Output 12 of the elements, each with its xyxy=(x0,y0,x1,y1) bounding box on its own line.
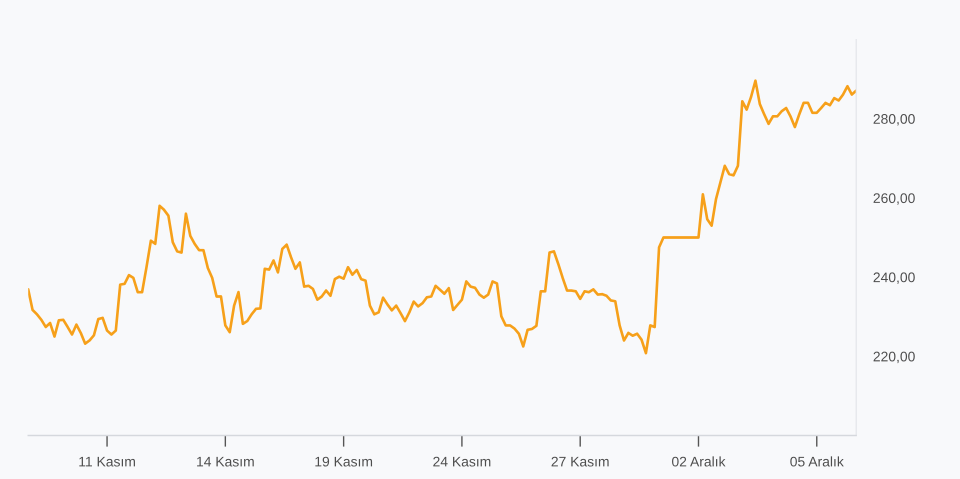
x-tick-label: 02 Aralık xyxy=(672,456,726,467)
y-tick-label: 280,00 xyxy=(874,114,915,126)
x-tick-label: 05 Aralık xyxy=(790,456,844,467)
x-tick-label: 11 Kasım xyxy=(79,456,135,467)
x-tick-label: 19 Kasım xyxy=(315,456,372,467)
x-tick-label: 27 Kasım xyxy=(552,456,609,467)
y-tick-label: 220,00 xyxy=(874,352,915,364)
x-tick-label: 14 Kasım xyxy=(197,456,254,467)
x-tick-label: 24 Kasım xyxy=(433,456,490,467)
y-tick-label: 240,00 xyxy=(874,272,915,284)
line-series xyxy=(28,79,856,354)
y-tick-label: 260,00 xyxy=(874,193,915,205)
